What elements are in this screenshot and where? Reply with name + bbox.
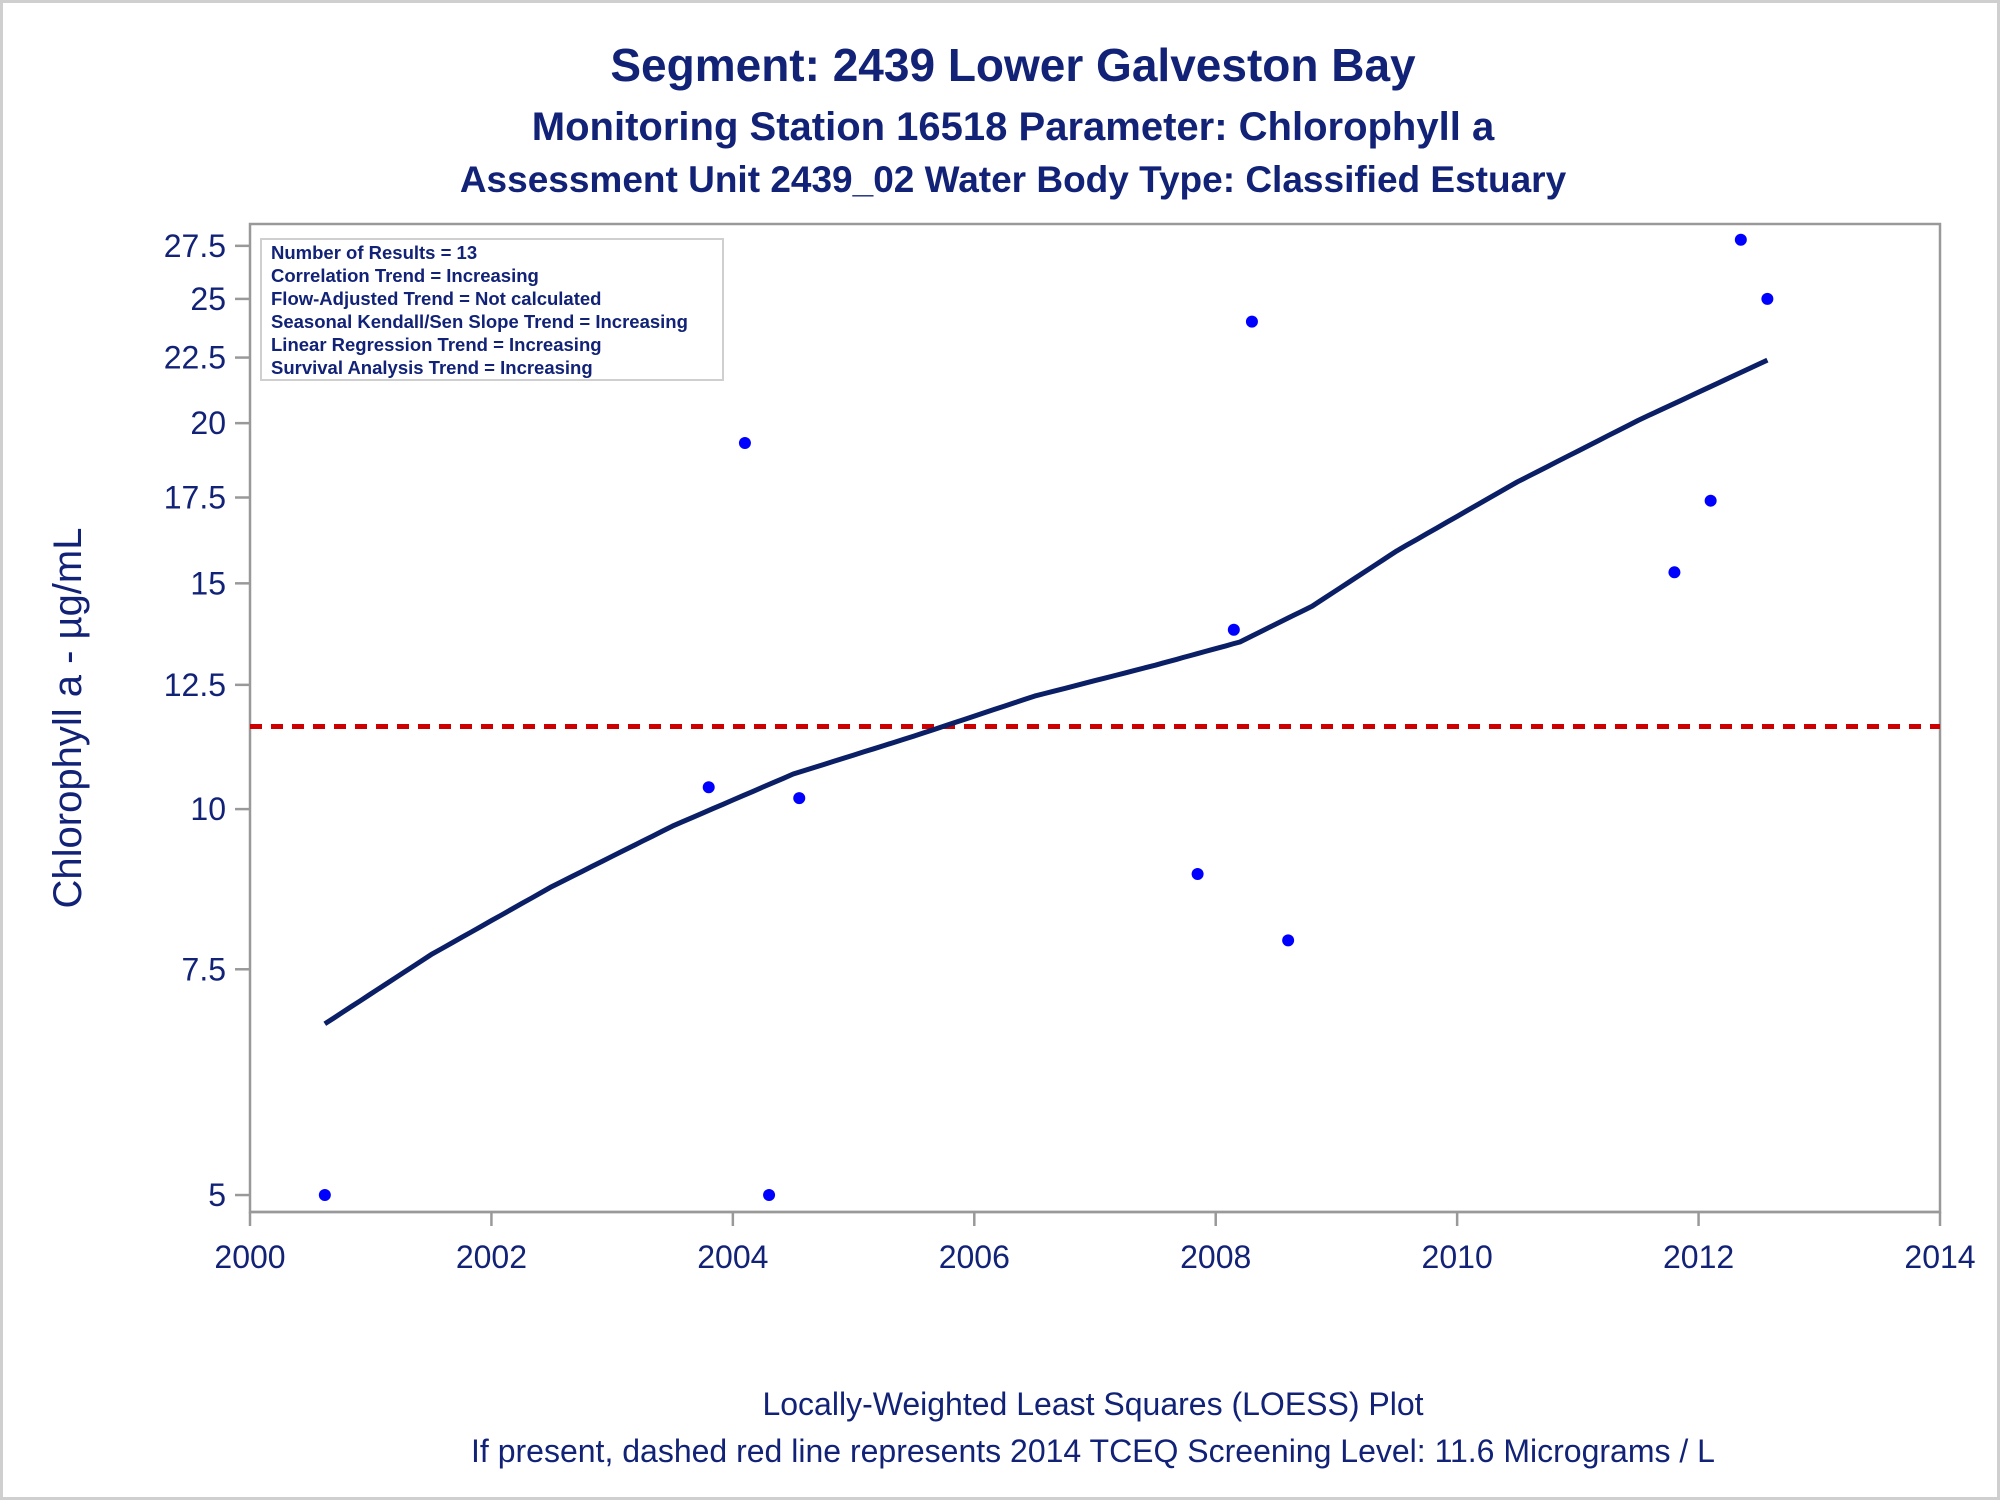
data-point — [702, 781, 715, 794]
data-point — [1227, 623, 1240, 636]
x-tick-label: 2014 — [1904, 1239, 1975, 1275]
stats-seasonal-kendall-trend: Seasonal Kendall/Sen Slope Trend = Incre… — [271, 311, 688, 332]
y-tick-label: 5 — [208, 1177, 226, 1213]
y-tick-label: 22.5 — [164, 340, 226, 376]
x-tick-label: 2012 — [1663, 1239, 1734, 1275]
data-point — [1282, 934, 1295, 947]
y-tick-label: 20 — [190, 405, 226, 441]
y-tick-label: 27.5 — [164, 228, 226, 264]
y-tick-label: 7.5 — [182, 951, 226, 987]
data-point — [1245, 315, 1258, 328]
x-tick-label: 2010 — [1422, 1239, 1493, 1275]
plot-area — [248, 222, 1942, 1214]
loess-line — [323, 357, 1769, 1026]
footnote-screening-level: If present, dashed red line represents 2… — [471, 1433, 1715, 1469]
data-point — [763, 1189, 776, 1202]
x-tick-label: 2006 — [939, 1239, 1010, 1275]
y-tick-label: 12.5 — [164, 667, 226, 703]
stats-number-of-results: Number of Results = 13 — [271, 242, 477, 263]
data-point — [738, 436, 751, 449]
stats-box: Number of Results = 13 Correlation Trend… — [260, 238, 724, 381]
chart-subtitle-station: Monitoring Station 16518 Parameter: Chlo… — [532, 105, 1495, 149]
x-tick-label: 2000 — [214, 1239, 285, 1275]
y-tick-label: 15 — [190, 565, 226, 601]
chart-subtitle-assessment: Assessment Unit 2439_02 Water Body Type:… — [460, 159, 1567, 200]
data-point — [793, 792, 806, 805]
y-tick-label: 10 — [190, 791, 226, 827]
data-points — [318, 233, 1774, 1202]
data-point — [1704, 494, 1717, 507]
x-axis: 2000 2002 2004 2006 2008 2010 2012 2014 — [214, 1210, 1976, 1275]
chart-canvas: Segment: 2439 Lower Galveston Bay Monito… — [46, 39, 1976, 1469]
y-axis-label: Chlorophyll a - µg/mL — [46, 528, 90, 909]
stats-box-border — [260, 238, 724, 381]
data-point — [1191, 867, 1204, 880]
data-point — [1734, 233, 1747, 246]
y-tick-label: 25 — [190, 281, 226, 317]
x-tick-label: 2004 — [697, 1239, 768, 1275]
stats-flow-adjusted-trend: Flow-Adjusted Trend = Not calculated — [271, 288, 601, 309]
stats-correlation-trend: Correlation Trend = Increasing — [271, 265, 539, 286]
data-point — [1761, 292, 1774, 305]
stats-survival-analysis-trend: Survival Analysis Trend = Increasing — [271, 357, 593, 378]
stats-linear-regression-trend: Linear Regression Trend = Increasing — [271, 334, 602, 355]
data-point — [1668, 566, 1681, 579]
y-tick-label: 17.5 — [164, 480, 226, 516]
y-axis: 5 7.5 10 12.5 15 17.5 20 22.5 25 27.5 — [164, 228, 250, 1213]
x-tick-label: 2002 — [456, 1239, 527, 1275]
data-point — [318, 1189, 331, 1202]
x-tick-label: 2008 — [1180, 1239, 1251, 1275]
chart-title: Segment: 2439 Lower Galveston Bay — [610, 39, 1416, 91]
footnote-loess: Locally-Weighted Least Squares (LOESS) P… — [762, 1386, 1423, 1422]
